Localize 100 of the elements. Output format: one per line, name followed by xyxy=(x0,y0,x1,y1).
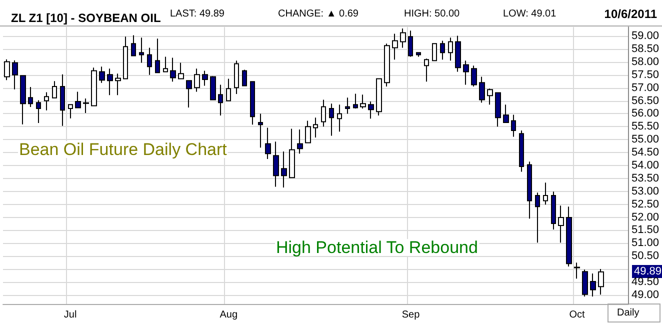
candlestick xyxy=(337,104,342,132)
candlestick xyxy=(424,58,429,82)
x-tick-label: Aug xyxy=(220,310,238,320)
candlestick xyxy=(234,60,239,95)
candlestick xyxy=(329,103,334,136)
y-tick-label: 56.00 xyxy=(631,108,660,120)
candlestick xyxy=(4,58,10,81)
candlestick xyxy=(590,272,596,297)
y-tick-label: 52.50 xyxy=(631,198,660,210)
y-tick-label: 58.00 xyxy=(631,56,660,68)
candlestick xyxy=(75,91,81,108)
candlestick xyxy=(487,88,493,106)
text: LOW: 49.01 xyxy=(503,8,557,20)
candlestick xyxy=(297,129,303,154)
text: CHANGE: ▲ 0.69 xyxy=(278,8,359,20)
candlestick xyxy=(52,80,57,98)
candlestick xyxy=(178,62,184,80)
text: 49.89 xyxy=(634,266,662,278)
candlestick xyxy=(68,104,73,119)
y-tick-label: 51.00 xyxy=(631,237,660,250)
candlestick xyxy=(598,268,604,296)
candlestick xyxy=(566,206,572,267)
candlestick xyxy=(321,99,326,128)
candlestick xyxy=(20,75,26,125)
candlestick xyxy=(455,35,461,72)
candlestick xyxy=(12,60,18,90)
candlestick xyxy=(163,56,168,72)
candlestick xyxy=(170,57,176,82)
y-tick-label: 55.00 xyxy=(631,134,660,146)
candlestick xyxy=(400,28,406,48)
candlestick xyxy=(218,84,223,116)
annotation: High Potential To Rebound xyxy=(276,238,478,257)
y-tick-label: 54.50 xyxy=(631,146,660,159)
candlestick xyxy=(44,92,49,111)
text: HIGH: 50.00 xyxy=(404,8,460,20)
candlestick xyxy=(265,127,271,160)
candlestick xyxy=(558,205,564,244)
candlestick xyxy=(432,43,437,62)
y-tick-label: 53.00 xyxy=(631,185,660,198)
x-tick-label: Oct xyxy=(569,310,586,320)
candlestick xyxy=(551,191,556,230)
candlestick xyxy=(202,70,208,86)
candlestick xyxy=(448,37,453,62)
candlestick xyxy=(376,78,382,116)
y-tick-label: 50.50 xyxy=(631,250,660,262)
candlestick xyxy=(226,78,231,102)
candlestick xyxy=(273,141,279,188)
y-tick-label: 57.50 xyxy=(631,68,660,81)
candlestick xyxy=(463,60,469,86)
candlestick xyxy=(194,68,200,92)
annotation: Bean Oil Future Daily Chart xyxy=(19,140,228,159)
candlestick xyxy=(36,100,41,124)
x-tick-label: Sep xyxy=(402,310,420,320)
y-tick-label: 54.00 xyxy=(631,160,660,172)
y-tick-label: 56.50 xyxy=(631,94,660,107)
candlestick xyxy=(392,33,398,60)
y-tick-label: 49.00 xyxy=(631,288,660,301)
candlestick xyxy=(289,128,295,178)
text: Daily xyxy=(617,308,640,318)
candlestick xyxy=(440,40,445,60)
candlestick xyxy=(250,81,255,126)
y-tick-label: 53.50 xyxy=(631,172,660,184)
y-tick-label: 49.50 xyxy=(631,276,660,288)
candlestick xyxy=(313,117,318,138)
candlestick xyxy=(139,37,144,64)
y-tick-label: 55.50 xyxy=(631,120,660,133)
candlestick xyxy=(305,120,311,144)
candlestick xyxy=(519,130,524,172)
candlestick xyxy=(83,98,89,114)
chart-title: ZL Z1 [10] - SOYBEAN OIL xyxy=(11,11,161,25)
candlestick xyxy=(242,69,247,86)
candlestick xyxy=(408,30,413,58)
candlestick xyxy=(495,92,501,128)
candlestick xyxy=(360,94,366,110)
candlestick xyxy=(503,104,509,124)
x-tick-label: Jul xyxy=(64,310,77,320)
y-tick-label: 57.00 xyxy=(631,82,660,94)
candlestick xyxy=(99,66,105,84)
candlestick xyxy=(345,97,350,114)
candlestick xyxy=(384,43,390,88)
candlestick xyxy=(107,68,113,96)
candlestick xyxy=(281,151,287,188)
candlestick xyxy=(91,67,97,106)
text: 10/6/2011 xyxy=(604,7,658,21)
y-tick-label: 52.00 xyxy=(631,211,660,224)
candlestick xyxy=(123,36,128,80)
candlestick xyxy=(28,86,33,108)
y-tick-label: 51.50 xyxy=(631,224,660,236)
text: LAST: 49.89 xyxy=(170,8,225,20)
candlestick xyxy=(574,262,580,280)
y-tick-label: 58.50 xyxy=(631,43,660,56)
candlestick xyxy=(155,38,160,74)
candlestick xyxy=(353,93,358,110)
candlestick xyxy=(147,47,152,76)
candlestick xyxy=(471,65,477,88)
candlestick xyxy=(535,192,540,244)
candlestick xyxy=(186,80,192,108)
candlestick xyxy=(210,76,216,100)
candlestick xyxy=(115,73,121,96)
y-tick-label: 59.00 xyxy=(631,30,660,42)
